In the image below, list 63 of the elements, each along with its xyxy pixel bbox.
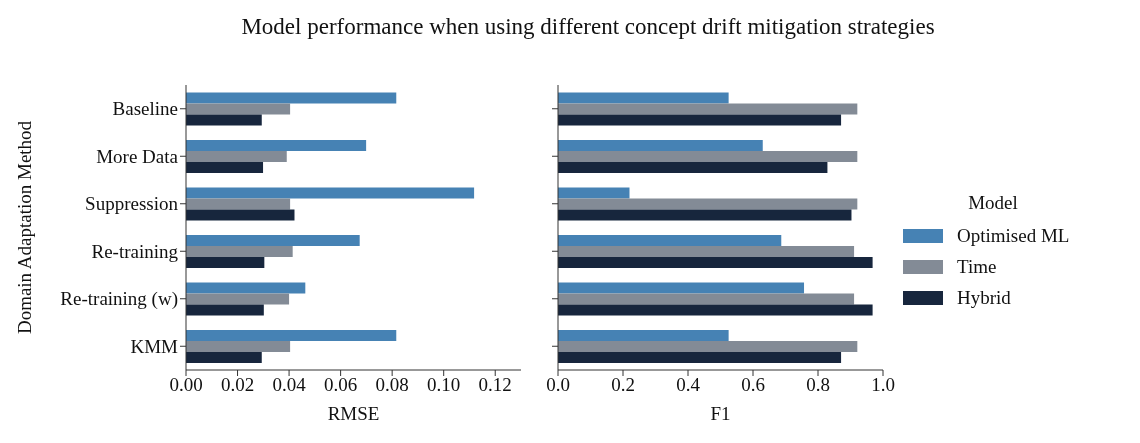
y-tick-label: Re-training (w) [60,288,178,311]
legend-title: Model [967,192,1019,214]
bar [186,235,360,247]
bar [186,92,397,104]
bar [558,209,852,221]
legend-label: Time [957,255,997,278]
x-tick-label: 0.12 [478,374,512,396]
bar [558,341,858,353]
y-tick-label: Re-training [91,240,179,262]
text: Model performance when using different concept drift mitigation strategies [240,13,936,41]
bar [558,352,842,364]
bar [558,257,873,269]
bar [558,282,805,294]
bar [186,103,291,115]
legend-label: Optimised ML [957,224,1070,247]
bar [186,282,306,294]
bar [558,187,630,199]
y-tick-label: More Data [96,145,179,167]
y-tick-label: KMM [130,335,179,357]
bar [186,304,264,316]
x-tick-label: 0.0 [546,374,570,396]
bar [558,92,729,104]
bar [186,114,262,126]
x-tick-label: 1.0 [871,374,895,396]
bar [186,140,367,152]
x-tick-label: 0.04 [272,374,307,396]
bar [558,246,855,258]
bar [186,151,287,163]
y-tick-label: Suppression [85,193,179,215]
bar [558,304,873,316]
bar [186,257,265,269]
x-tick-label: 0.6 [741,374,765,396]
bar [558,162,828,174]
bar [558,293,855,305]
bar [186,198,291,210]
x-tick-label: 0.06 [323,374,358,396]
bar [186,209,295,221]
bar [558,198,858,210]
bar [558,151,858,163]
bar [558,114,842,126]
x-tick-label: 0.00 [169,374,203,396]
x-tick-label: 0.08 [375,374,409,396]
x-axis-title: F1 [710,403,731,424]
bar [186,187,475,199]
x-axis-title: RMSE [327,403,380,424]
x-tick-label: 0.8 [806,374,830,396]
bar [186,341,291,353]
x-tick-label: 0.2 [611,374,635,396]
x-tick-label: 0.02 [220,374,255,396]
bar [186,330,397,342]
bar [558,140,763,152]
bar [186,293,290,305]
y-axis-title: Domain Adaptation Method [13,120,35,335]
legend-label: Hybrid [957,286,1011,309]
bar [558,103,858,115]
y-tick-label: Baseline [112,98,178,120]
x-tick-label: 0.10 [427,374,461,396]
bar [558,330,729,342]
bar [186,162,264,174]
x-tick-label: 0.4 [676,374,701,396]
bar [186,246,293,258]
bar [558,235,782,247]
bar [186,352,262,364]
